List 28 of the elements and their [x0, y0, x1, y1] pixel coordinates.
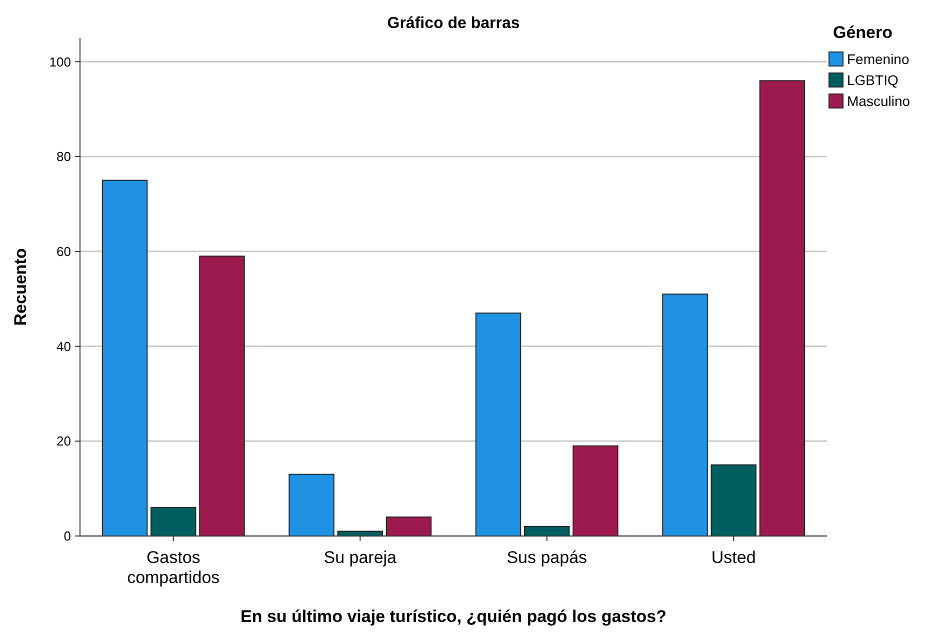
legend-label: Masculino — [847, 92, 910, 109]
y-tick-label: 0 — [64, 528, 71, 544]
bar — [759, 80, 806, 536]
x-axis-title: En su último viaje turístico, ¿quién pagó los gastos? — [240, 607, 666, 626]
bar — [475, 312, 522, 536]
legend-title: Género — [833, 23, 893, 42]
x-tick-label: Su pareja — [324, 548, 398, 567]
bar — [386, 516, 432, 536]
y-tick-label: 60 — [56, 244, 71, 259]
bar — [288, 474, 334, 536]
bar — [150, 507, 196, 536]
bar — [662, 294, 708, 536]
legend-label: LGBTIQ — [847, 72, 898, 88]
y-tick-label: 100 — [49, 54, 71, 70]
bar — [199, 256, 245, 536]
y-axis-title: Recuento — [11, 248, 30, 326]
y-tick-label: 80 — [56, 149, 71, 164]
y-tick-label: 40 — [56, 338, 71, 354]
chart-title: Gráfico de barras — [387, 15, 520, 32]
x-tick-label: Gastos compartidos — [127, 548, 220, 587]
bar — [572, 445, 618, 536]
bar — [524, 526, 570, 536]
bar — [710, 464, 756, 536]
x-tick-label: Sus papás — [506, 548, 588, 567]
y-tick-label: 20 — [56, 434, 71, 449]
legend-label: Femenino — [847, 50, 910, 67]
bar — [102, 180, 148, 536]
x-tick-label: Usted — [711, 548, 756, 567]
